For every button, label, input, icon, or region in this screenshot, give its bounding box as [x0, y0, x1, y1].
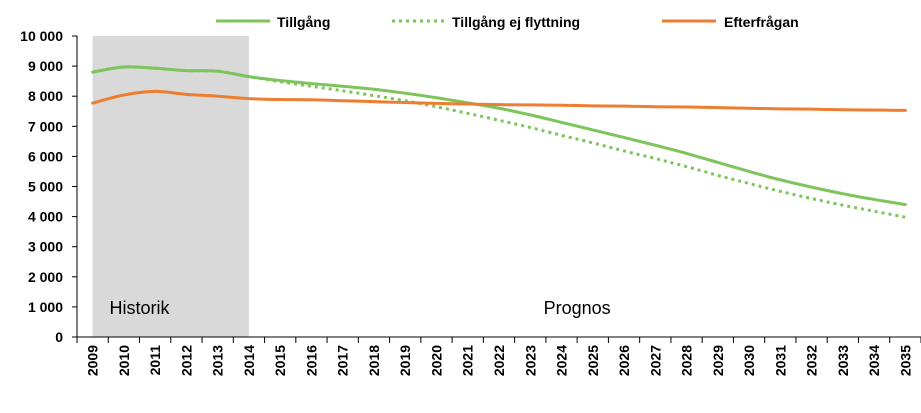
- series-line-2: [91, 89, 907, 112]
- x-tick-label: 2010: [116, 345, 132, 376]
- x-tick-label: 2012: [178, 345, 194, 376]
- period-annotations: Historik Prognos: [110, 298, 611, 318]
- x-tick-label: 2028: [679, 345, 695, 376]
- x-tick-label: 2024: [554, 345, 570, 376]
- y-tick-label: 7 000: [28, 118, 63, 134]
- y-tick-label: 8 000: [28, 88, 63, 104]
- x-tick-label: 2033: [835, 345, 851, 376]
- x-axis-tick-labels: 2009 2010 2011 2012 2013 2014 2015 2016 2017 2018…: [85, 345, 914, 376]
- x-tick-label: 2034: [866, 345, 882, 376]
- x-tick-label: 2029: [710, 345, 726, 376]
- x-tick-label: 2025: [585, 345, 601, 376]
- series-lines: [91, 65, 907, 219]
- x-tick-label: 2021: [460, 345, 476, 376]
- legend-label: Efterfrågan: [724, 14, 799, 30]
- x-tick-label: 2031: [772, 345, 788, 376]
- x-tick-label: 2030: [741, 345, 757, 376]
- axes: [72, 35, 921, 343]
- legend: Tillgång Tillgång ej flyttning Efterfrågan: [216, 14, 799, 30]
- x-tick-label: 2011: [147, 345, 163, 376]
- y-tick-label: 2 000: [28, 269, 63, 285]
- x-tick-label: 2018: [366, 345, 382, 376]
- x-tick-label: 2014: [241, 345, 257, 376]
- x-tick-label: 2013: [210, 345, 226, 376]
- x-tick-label: 2019: [397, 345, 413, 376]
- legend-label: Tillgång ej flyttning: [452, 14, 580, 30]
- y-tick-label: 1 000: [28, 299, 63, 315]
- x-tick-label: 2016: [303, 345, 319, 376]
- x-tick-label: 2009: [85, 345, 101, 376]
- x-tick-label: 2026: [616, 345, 632, 376]
- series-line-1: [92, 65, 906, 219]
- x-tick-label: 2020: [428, 345, 444, 376]
- y-tick-label: 3 000: [28, 239, 63, 255]
- x-tick-label: 2023: [522, 345, 538, 376]
- x-tick-label: 2017: [335, 345, 351, 376]
- period-annotation: Historik: [110, 298, 171, 318]
- y-axis-tick-labels: 0 1 000 2 000 3 000 4 000 5 000 6 000 7 000 8 00…: [20, 28, 63, 345]
- y-tick-label: 4 000: [28, 209, 63, 225]
- historic-period-shading: [92, 36, 249, 337]
- y-tick-label: 0: [55, 329, 63, 345]
- x-tick-label: 2015: [272, 345, 288, 376]
- x-tick-label: 2035: [897, 345, 913, 376]
- x-tick-label: 2022: [491, 345, 507, 376]
- historic-shading-rect: [92, 36, 249, 337]
- y-tick-label: 5 000: [28, 179, 63, 195]
- x-tick-label: 2032: [804, 345, 820, 376]
- legend-label: Tillgång: [277, 14, 330, 30]
- period-annotation: Prognos: [544, 298, 611, 318]
- y-tick-label: 10 000: [20, 28, 63, 44]
- y-tick-label: 9 000: [28, 58, 63, 74]
- x-tick-label: 2027: [647, 345, 663, 376]
- y-tick-label: 6 000: [28, 148, 63, 164]
